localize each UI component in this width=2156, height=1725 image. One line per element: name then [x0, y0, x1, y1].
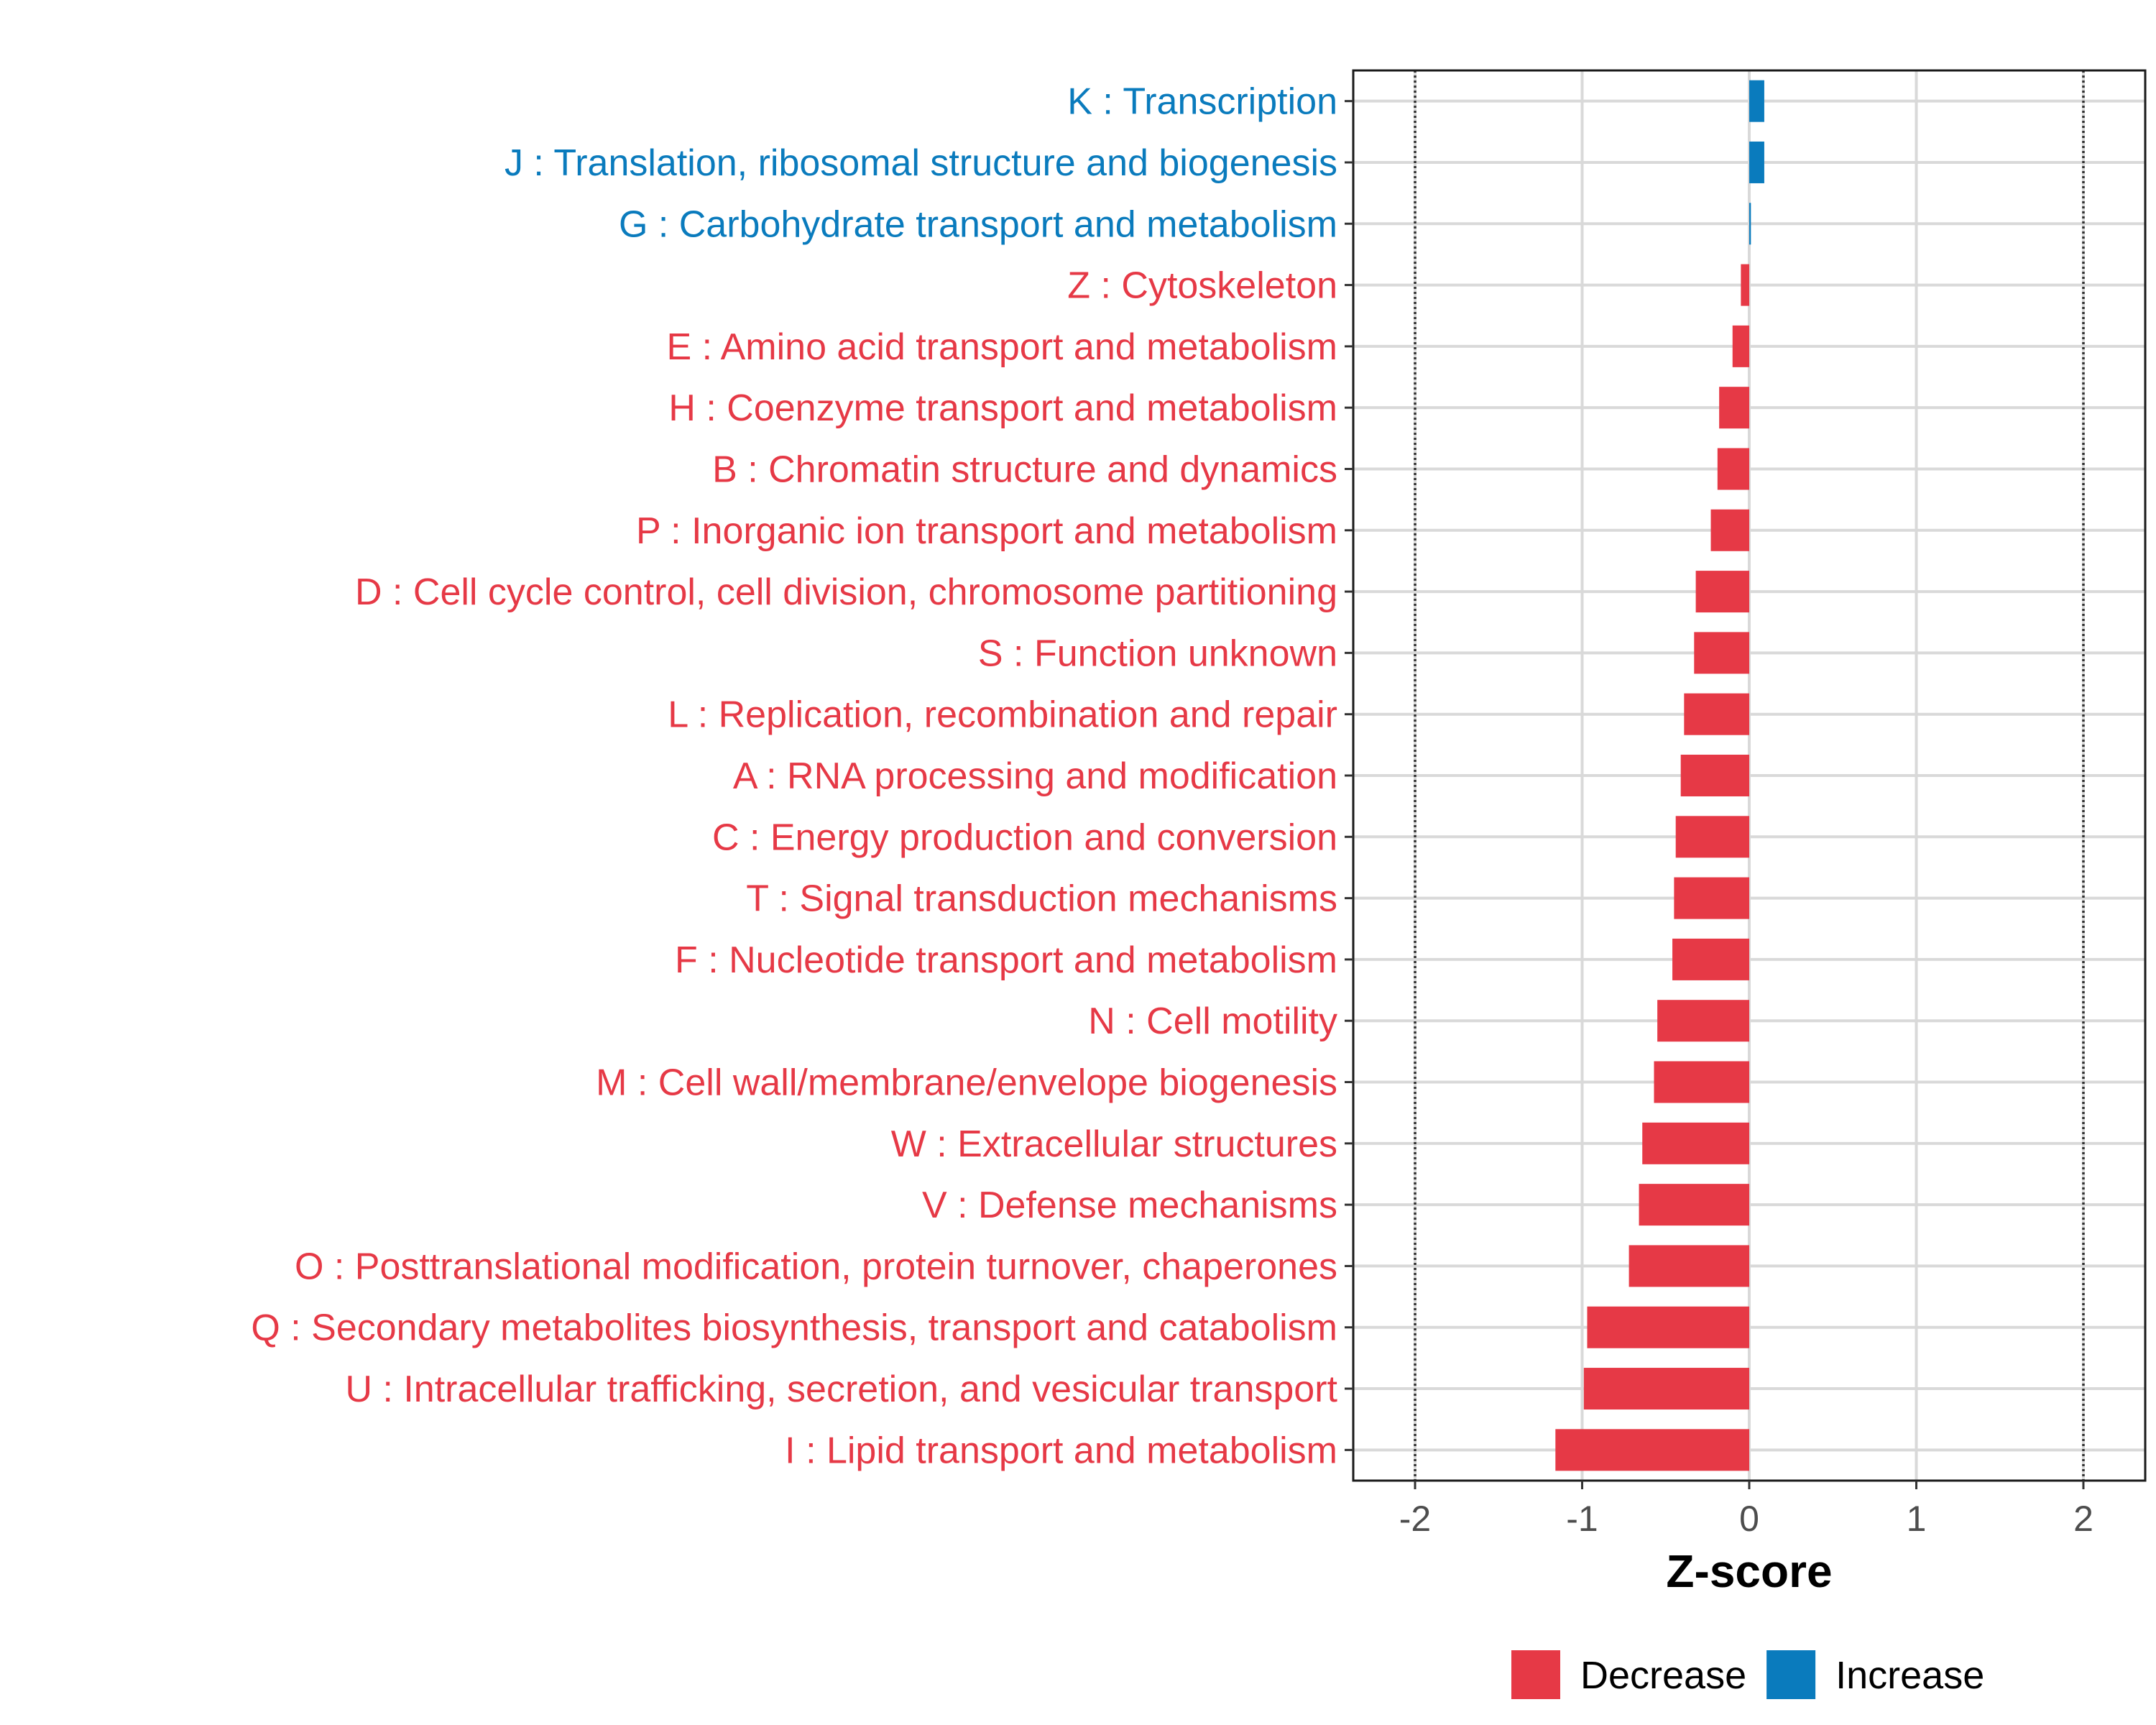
x-tick-label: -2 [1399, 1499, 1431, 1539]
category-label: H : Coenzyme transport and metabolism [668, 387, 1337, 429]
category-label: D : Cell cycle control, cell division, c… [355, 571, 1337, 613]
legend-swatch [1766, 1650, 1816, 1699]
bar [1654, 1061, 1749, 1103]
legend-swatch [1511, 1650, 1560, 1699]
category-label: P : Inorganic ion transport and metaboli… [636, 510, 1337, 552]
reference-lines [1414, 70, 2085, 1481]
bar [1749, 141, 1764, 183]
category-label: S : Function unknown [978, 632, 1337, 674]
category-label: L : Replication, recombination and repai… [668, 694, 1337, 736]
bar [1732, 325, 1749, 367]
category-label: K : Transcription [1067, 81, 1337, 123]
category-label: N : Cell motility [1088, 1000, 1337, 1042]
category-label: G : Carbohydrate transport and metabolis… [619, 203, 1337, 245]
y-axis-ticks [1345, 100, 1353, 1451]
bar [1741, 264, 1749, 306]
bar [1695, 571, 1749, 613]
bar [1628, 1245, 1749, 1287]
bar [1694, 632, 1749, 674]
x-tick-label: 1 [1907, 1499, 1927, 1539]
bar [1684, 693, 1749, 735]
bar [1587, 1306, 1749, 1348]
category-label: E : Amino acid transport and metabolism [666, 326, 1337, 368]
x-tick-label: 0 [1739, 1499, 1759, 1539]
category-label: M : Cell wall/membrane/envelope biogenes… [596, 1062, 1337, 1104]
category-label: Q : Secondary metabolites biosynthesis, … [251, 1307, 1337, 1349]
legend-label: Increase [1835, 1654, 1984, 1697]
category-label: U : Intracellular trafficking, secretion… [345, 1368, 1337, 1410]
category-label: V : Defense mechanisms [922, 1184, 1337, 1226]
x-tick-label: 2 [2073, 1499, 2093, 1539]
legend: Decrease Increase [1511, 1650, 1984, 1699]
bar [1749, 80, 1764, 122]
bar [1555, 1429, 1749, 1471]
legend-label: Decrease [1580, 1654, 1746, 1697]
category-label: W : Extracellular structures [891, 1123, 1337, 1165]
category-label: F : Nucleotide transport and metabolism [675, 939, 1337, 981]
category-label: Z : Cytoskeleton [1067, 265, 1337, 307]
bar [1674, 877, 1749, 919]
x-tick-label: -1 [1566, 1499, 1598, 1539]
category-label: A : RNA processing and modification [733, 755, 1337, 797]
category-label: C : Energy production and conversion [712, 816, 1337, 858]
bar [1657, 1000, 1749, 1042]
category-label: T : Signal transduction mechanisms [746, 878, 1337, 920]
bar [1672, 938, 1749, 980]
x-axis-ticks: -2 -1 0 1 2 [1399, 1481, 2093, 1539]
bar [1675, 816, 1749, 858]
bar [1749, 203, 1751, 245]
bar [1642, 1122, 1749, 1164]
bar [1717, 448, 1749, 490]
x-axis-title: Z-score [1666, 1545, 1832, 1597]
bar [1583, 1368, 1749, 1410]
category-label: I : Lipid transport and metabolism [785, 1430, 1337, 1471]
category-labels: K : Transcription J : Translation, riboso… [251, 81, 1337, 1472]
category-label: J : Translation, ribosomal structure and… [505, 142, 1337, 184]
bar [1710, 509, 1749, 551]
bar [1719, 387, 1749, 429]
bar [1639, 1184, 1749, 1226]
bars [1555, 80, 1764, 1471]
bar [1680, 754, 1749, 797]
category-label: B : Chromatin structure and dynamics [712, 448, 1337, 490]
category-label: O : Posttranslational modification, prot… [295, 1246, 1337, 1287]
